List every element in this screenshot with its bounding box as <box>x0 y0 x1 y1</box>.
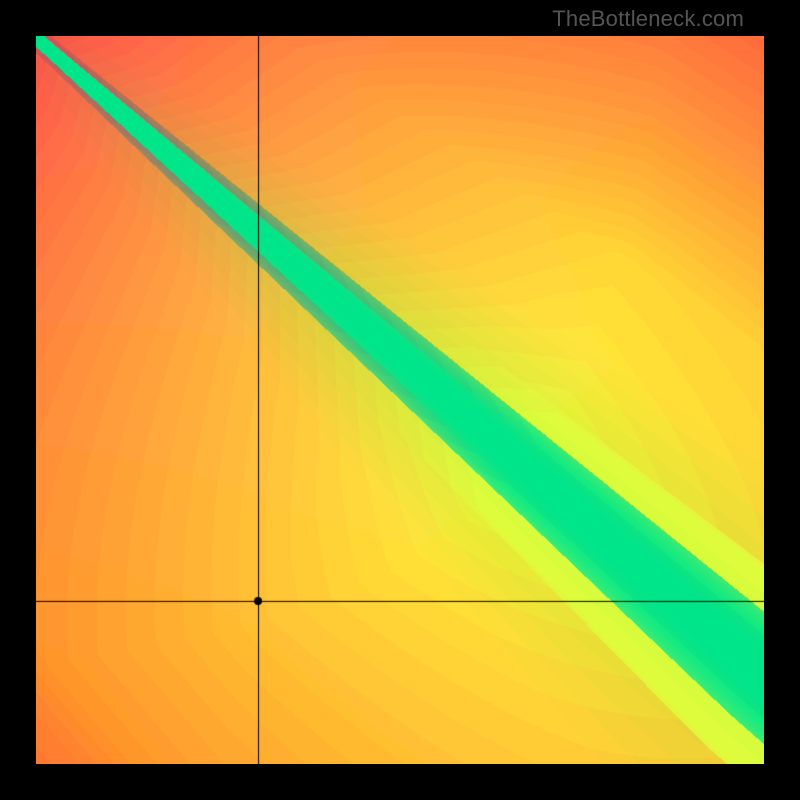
bottleneck-heatmap <box>36 36 764 764</box>
watermark-text: TheBottleneck.com <box>552 6 744 32</box>
chart-container: TheBottleneck.com <box>0 0 800 800</box>
